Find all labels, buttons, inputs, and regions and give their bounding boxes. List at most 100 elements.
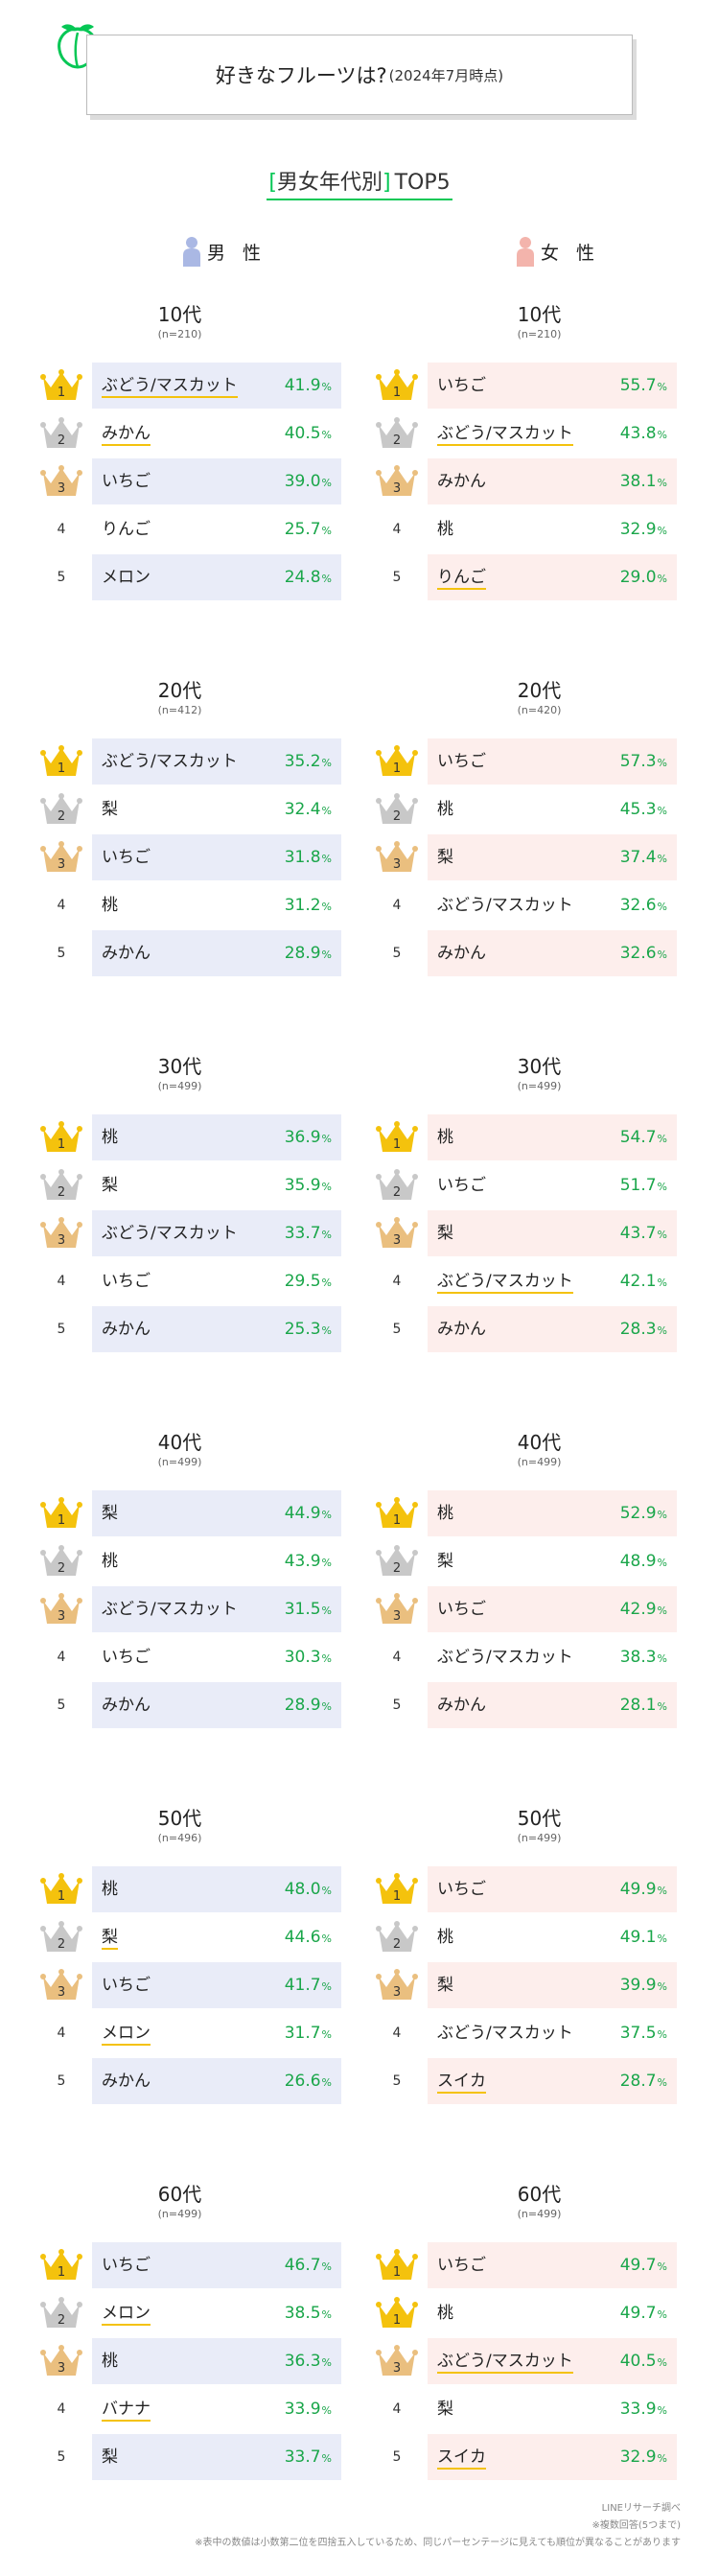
table-row: 1 いちご 49.7% <box>0 2242 719 2288</box>
fruit-name: いちご <box>437 2256 486 2275</box>
rank-number: 4 <box>392 898 402 913</box>
sample-size: (n=499) <box>517 1456 562 1468</box>
percentage-value: 44.6% <box>284 1928 332 1947</box>
sample-size: (n=499) <box>517 1080 562 1092</box>
rank-number: 5 <box>57 946 66 961</box>
percentage-value: 31.2% <box>284 896 332 915</box>
crown-rank-3-icon: 3 <box>374 2338 420 2384</box>
rank-number: 5 <box>57 570 66 585</box>
table-row: 2 梨 35.9% <box>0 1162 719 1208</box>
row-background <box>92 1866 341 1912</box>
fruit-name: みかん <box>102 1696 151 1715</box>
rank-number: 5 <box>392 1698 402 1713</box>
svg-text:3: 3 <box>58 1609 65 1624</box>
fruit-name: いちご <box>437 1600 486 1619</box>
title-box: 好きなフルーツは? (2024年7月時点) <box>86 35 633 115</box>
age-label: 10代 <box>517 303 562 326</box>
fruit-name: みかん <box>102 944 151 963</box>
percentage-value: 49.1% <box>619 1928 667 1947</box>
subtitle-text: 男女年代別 <box>276 171 383 195</box>
fruit-name: ぶどう/マスカット <box>437 410 573 457</box>
crown-rank-2-icon: 2 <box>38 1162 84 1208</box>
crown-rank-3-icon: 3 <box>374 1210 420 1256</box>
table-row: 3 いちご 31.8% <box>0 834 719 880</box>
row-background <box>428 1490 677 1536</box>
percentage-value: 43.8% <box>619 424 667 443</box>
row-background <box>92 930 341 976</box>
table-row: 2 みかん 40.5% <box>0 410 719 457</box>
table-row: 1 桃 36.9% <box>0 1114 719 1160</box>
footer-note-rounding: ※表中の数値は小数第二位を四捨五入しているため、同じパーセンテージに見えても順位… <box>195 2538 681 2548</box>
table-row: 3 いちご 41.7% <box>0 1962 719 2008</box>
percentage-value: 28.1% <box>619 1696 667 1715</box>
table-row: 3 ぶどう/マスカット 40.5% <box>0 2338 719 2384</box>
percentage-value: 30.3% <box>284 1648 332 1667</box>
table-row: 5 みかん 28.3% <box>0 1306 719 1352</box>
rank-number: 5 <box>392 2449 402 2465</box>
svg-text:1: 1 <box>393 386 401 400</box>
crown-rank-2-icon: 2 <box>38 410 84 457</box>
crown-rank-3-icon: 3 <box>374 834 420 880</box>
svg-text:3: 3 <box>58 1233 65 1248</box>
female-age-header: 50代 (n=499) <box>360 1803 719 1844</box>
percentage-value: 33.7% <box>284 2447 332 2467</box>
percentage-value: 40.5% <box>284 424 332 443</box>
table-row: 5 スイカ 32.9% <box>0 2434 719 2480</box>
table-row: 5 みかん 28.9% <box>0 1682 719 1728</box>
fruit-name: 桃 <box>102 1880 118 1899</box>
crown-rank-1-icon: 1 <box>38 1114 84 1160</box>
svg-text:2: 2 <box>58 1937 65 1952</box>
row-background <box>92 2058 341 2104</box>
percentage-value: 33.7% <box>284 1224 332 1243</box>
row-background <box>92 1682 341 1728</box>
row-background <box>92 738 341 785</box>
svg-text:1: 1 <box>58 1889 65 1904</box>
table-row: 2 桃 45.3% <box>0 786 719 832</box>
age-label: 10代 <box>157 303 202 326</box>
percentage-value: 28.7% <box>619 2072 667 2091</box>
male-header: 男 性 <box>182 236 267 267</box>
row-background <box>428 554 677 600</box>
fruit-name: みかん <box>102 2072 151 2091</box>
fruit-name: 梨 <box>102 1914 118 1960</box>
female-person-icon <box>517 237 534 267</box>
fruit-name: メロン <box>102 2290 151 2336</box>
sample-size: (n=499) <box>517 1832 562 1844</box>
percentage-value: 32.6% <box>619 896 667 915</box>
rank-number: 4 <box>57 1274 66 1289</box>
rank-number: 5 <box>392 570 402 585</box>
table-row: 1 いちご 55.7% <box>0 363 719 409</box>
table-row: 5 メロン 24.8% <box>0 554 719 600</box>
table-row: 5 みかん 28.9% <box>0 930 719 976</box>
table-row: 3 みかん 38.1% <box>0 458 719 504</box>
row-background <box>428 458 677 504</box>
percentage-value: 43.9% <box>284 1552 332 1571</box>
male-age-header: 50代 (n=496) <box>0 1803 360 1844</box>
svg-text:3: 3 <box>393 481 401 496</box>
rank-number: 4 <box>392 1650 402 1665</box>
percentage-value: 33.9% <box>619 2400 667 2419</box>
percentage-value: 32.9% <box>619 520 667 539</box>
rank-number: 4 <box>57 898 66 913</box>
row-background <box>92 554 341 600</box>
table-row: 4 梨 33.9% <box>0 2386 719 2432</box>
fruit-name: 梨 <box>437 1224 453 1243</box>
percentage-value: 49.7% <box>619 2304 667 2323</box>
svg-text:2: 2 <box>58 1185 65 1200</box>
fruit-name: ぶどう/マスカット <box>102 363 238 409</box>
fruit-name: いちご <box>102 848 151 867</box>
row-background <box>92 2434 341 2480</box>
table-row: 4 桃 32.9% <box>0 506 719 552</box>
table-row: 4 ぶどう/マスカット 37.5% <box>0 2010 719 2056</box>
table-row: 1 いちご 57.3% <box>0 738 719 785</box>
page-title-date: (2024年7月時点) <box>388 66 504 84</box>
rank-number: 4 <box>392 2026 402 2041</box>
percentage-value: 48.9% <box>619 1552 667 1571</box>
crown-rank-2-icon: 2 <box>38 786 84 832</box>
row-background <box>92 2242 341 2288</box>
rank-number: 4 <box>57 1650 66 1665</box>
percentage-value: 33.9% <box>284 2400 332 2419</box>
svg-text:2: 2 <box>393 809 401 824</box>
crown-rank-3-icon: 3 <box>374 1962 420 2008</box>
table-row: 3 ぶどう/マスカット 33.7% <box>0 1210 719 1256</box>
